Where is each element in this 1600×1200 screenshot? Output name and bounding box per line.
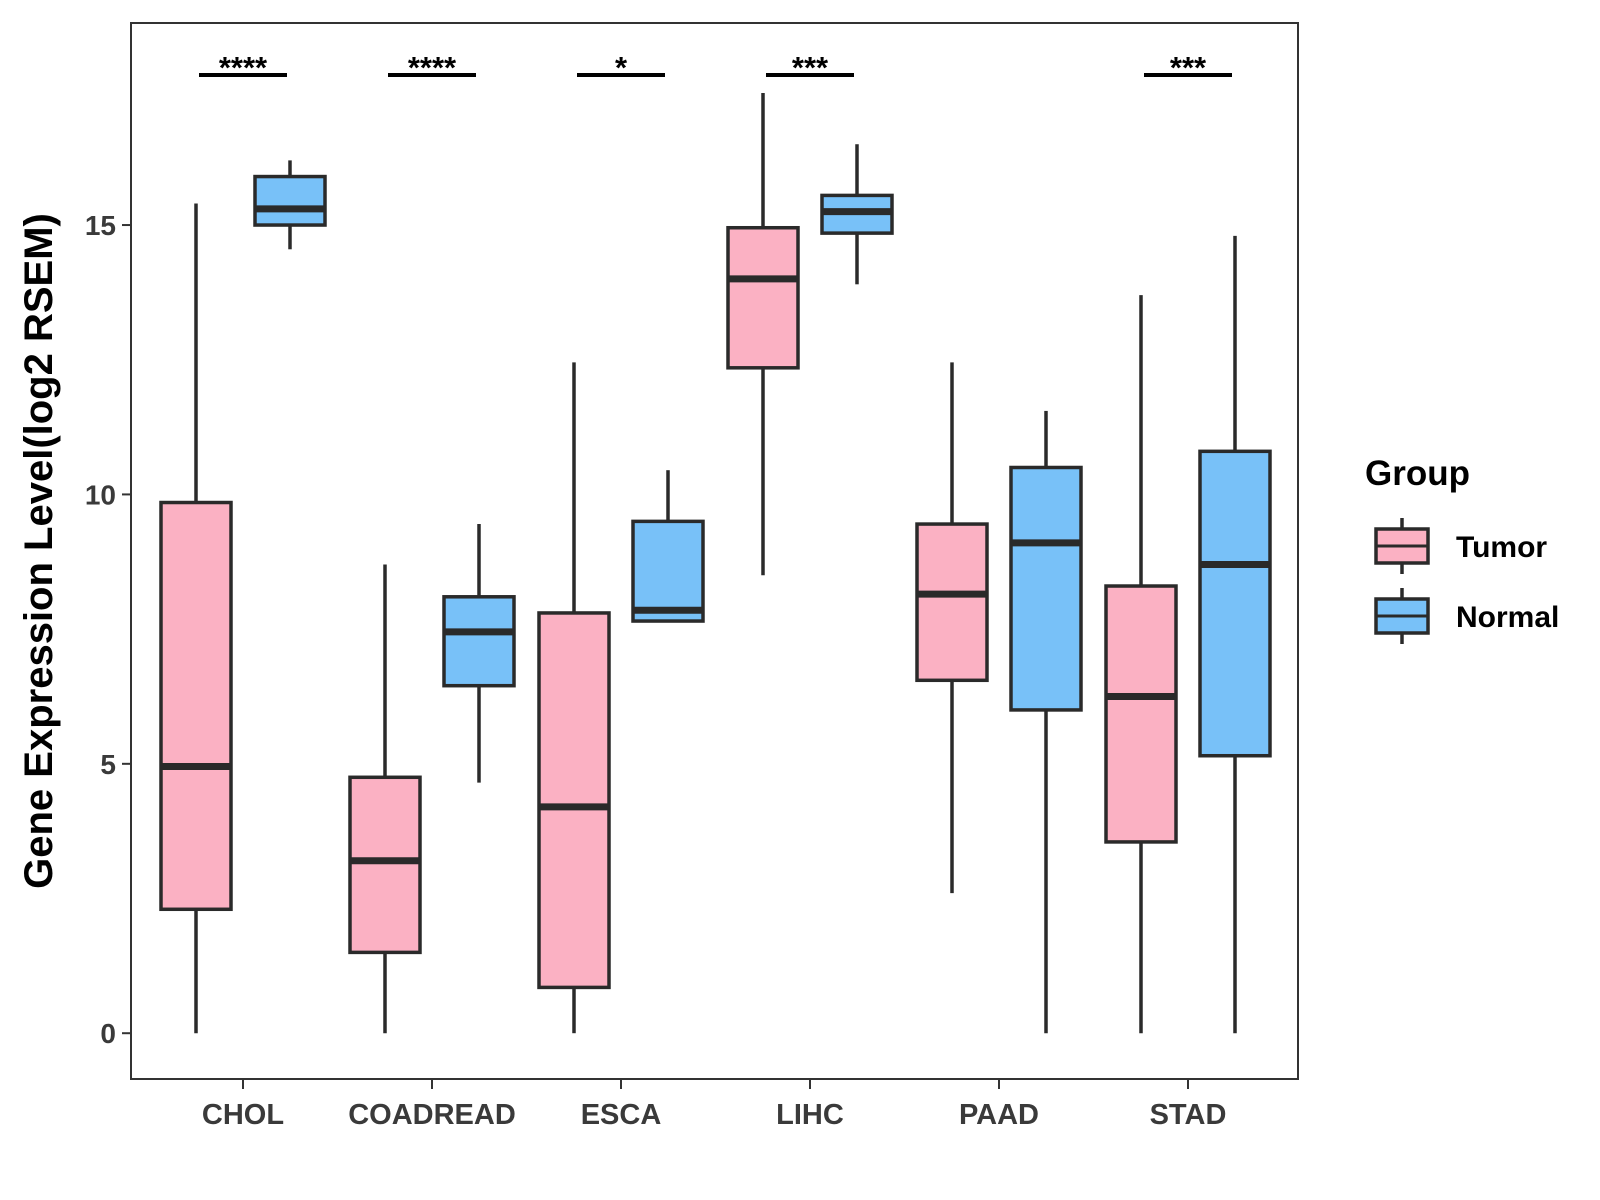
box-tumor-lihc — [726, 93, 800, 576]
x-tick-label: LIHC — [776, 1099, 844, 1131]
y-tick-label: 15 — [85, 210, 116, 241]
legend-entry-tumor: Tumor — [1374, 518, 1547, 574]
x-tick-label: COADREAD — [348, 1099, 516, 1131]
box-normal-paad — [1009, 410, 1083, 1034]
box-body — [726, 225, 800, 370]
box-body — [159, 500, 233, 912]
y-tick-label: 10 — [85, 479, 116, 510]
box-tumor-coadread — [348, 564, 422, 1034]
box-normal-stad — [1198, 235, 1272, 1034]
legend-entry-normal: Normal — [1374, 588, 1559, 644]
box-tumor-stad — [1104, 295, 1178, 1034]
box-body — [1009, 465, 1083, 712]
significance-label: **** — [408, 50, 457, 85]
box-tumor-paad — [915, 362, 989, 894]
x-axis: CHOL COADREAD ESCA LIHC PAAD STAD — [202, 1079, 1226, 1131]
box-normal-chol — [253, 160, 327, 250]
box-body — [253, 174, 327, 227]
box-normal-coadread — [442, 524, 516, 783]
box-body — [1198, 449, 1272, 758]
box-body — [1104, 584, 1178, 844]
box-body — [348, 775, 422, 955]
y-axis: 0 5 10 15 — [85, 210, 131, 1049]
significance-label: * — [615, 50, 628, 85]
box-body — [537, 611, 611, 990]
significance-annotations: **** **** * *** *** — [199, 50, 1232, 85]
y-axis-title: Gene Expression Level(log2 RSEM) — [17, 213, 61, 889]
box-body — [915, 522, 989, 683]
legend-label: Tumor — [1456, 531, 1547, 564]
significance-label: *** — [1170, 50, 1207, 85]
box-normal-lihc — [820, 144, 894, 285]
y-tick-label: 0 — [100, 1018, 116, 1049]
legend-label: Normal — [1456, 601, 1559, 634]
significance-label: **** — [219, 50, 268, 85]
box-series — [159, 93, 1272, 1034]
x-tick-label: PAAD — [959, 1099, 1039, 1131]
significance-label: *** — [792, 50, 829, 85]
box-body — [631, 519, 705, 623]
x-tick-label: ESCA — [581, 1099, 662, 1131]
legend-title: Group — [1365, 454, 1470, 493]
box-body — [442, 595, 516, 688]
x-tick-label: STAD — [1150, 1099, 1227, 1131]
x-tick-label: CHOL — [202, 1099, 284, 1131]
box-tumor-chol — [159, 203, 233, 1034]
legend: Group Tumor Normal — [1365, 454, 1559, 644]
box-normal-esca — [631, 470, 705, 623]
box-tumor-esca — [537, 362, 611, 1034]
y-tick-label: 5 — [100, 749, 116, 780]
